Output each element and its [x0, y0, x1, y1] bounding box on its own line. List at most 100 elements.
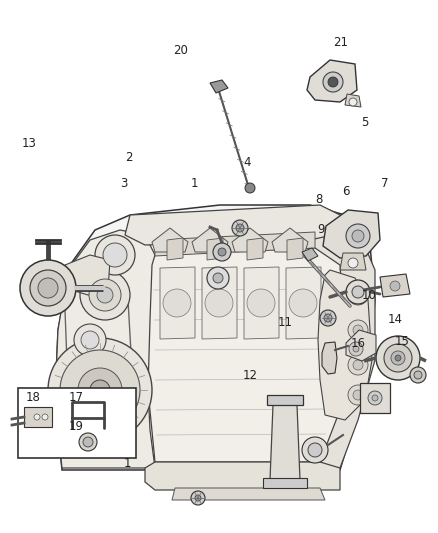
- Circle shape: [376, 336, 420, 380]
- Polygon shape: [145, 462, 340, 490]
- Polygon shape: [210, 80, 228, 93]
- Text: 8: 8: [315, 193, 323, 206]
- Polygon shape: [272, 228, 308, 252]
- Polygon shape: [172, 488, 325, 500]
- Circle shape: [289, 289, 317, 317]
- Circle shape: [353, 290, 363, 300]
- Text: 12: 12: [243, 369, 258, 382]
- Circle shape: [81, 331, 99, 349]
- Polygon shape: [207, 238, 223, 260]
- Polygon shape: [65, 255, 110, 295]
- Circle shape: [352, 286, 364, 298]
- Polygon shape: [340, 253, 366, 270]
- Text: 4: 4: [243, 156, 251, 169]
- Text: 16: 16: [350, 337, 365, 350]
- Circle shape: [103, 243, 127, 267]
- Circle shape: [353, 360, 363, 370]
- Circle shape: [42, 414, 48, 420]
- Circle shape: [245, 183, 255, 193]
- Circle shape: [384, 344, 412, 372]
- Polygon shape: [125, 205, 355, 245]
- Text: 1: 1: [123, 457, 131, 470]
- Circle shape: [78, 368, 122, 412]
- Circle shape: [97, 287, 113, 303]
- Circle shape: [218, 248, 226, 256]
- Circle shape: [349, 342, 363, 356]
- Text: 9: 9: [318, 223, 325, 236]
- Text: 17: 17: [69, 391, 84, 403]
- Circle shape: [390, 281, 400, 291]
- Text: 3: 3: [120, 177, 128, 190]
- Circle shape: [368, 391, 382, 405]
- Polygon shape: [155, 232, 315, 256]
- Circle shape: [320, 310, 336, 326]
- Circle shape: [60, 350, 140, 430]
- Circle shape: [391, 351, 405, 365]
- Circle shape: [236, 224, 244, 232]
- Text: 6: 6: [342, 185, 349, 198]
- Polygon shape: [152, 228, 188, 252]
- Polygon shape: [192, 228, 228, 252]
- Circle shape: [207, 267, 229, 289]
- Polygon shape: [346, 330, 376, 361]
- Circle shape: [20, 260, 76, 316]
- Polygon shape: [380, 274, 410, 297]
- Polygon shape: [287, 238, 303, 260]
- Polygon shape: [55, 230, 158, 468]
- Circle shape: [38, 278, 58, 298]
- Circle shape: [353, 346, 359, 352]
- Circle shape: [346, 280, 370, 304]
- Polygon shape: [286, 267, 321, 339]
- Polygon shape: [310, 210, 375, 468]
- Circle shape: [410, 367, 426, 383]
- Polygon shape: [244, 267, 279, 339]
- Circle shape: [302, 437, 328, 463]
- Circle shape: [352, 230, 364, 242]
- Text: 11: 11: [278, 316, 293, 329]
- Circle shape: [348, 355, 368, 375]
- Polygon shape: [55, 205, 375, 470]
- Text: 21: 21: [333, 36, 348, 49]
- Circle shape: [348, 320, 368, 340]
- Circle shape: [349, 98, 357, 106]
- Text: 18: 18: [25, 391, 40, 403]
- Polygon shape: [148, 248, 345, 462]
- Circle shape: [89, 279, 121, 311]
- Text: 13: 13: [22, 138, 37, 150]
- Circle shape: [95, 235, 135, 275]
- Polygon shape: [360, 383, 390, 413]
- Circle shape: [30, 270, 66, 306]
- Text: 19: 19: [69, 420, 84, 433]
- Circle shape: [353, 325, 363, 335]
- Polygon shape: [263, 478, 307, 488]
- Text: 15: 15: [394, 335, 409, 348]
- Polygon shape: [232, 228, 268, 252]
- Text: 7: 7: [381, 177, 389, 190]
- Circle shape: [80, 270, 130, 320]
- Circle shape: [348, 258, 358, 268]
- Polygon shape: [167, 238, 183, 260]
- Text: 14: 14: [388, 313, 403, 326]
- Bar: [18, 388, 136, 458]
- Circle shape: [247, 289, 275, 317]
- Circle shape: [191, 491, 205, 505]
- Polygon shape: [322, 342, 337, 374]
- Text: 5: 5: [361, 116, 369, 129]
- Polygon shape: [247, 238, 263, 260]
- Circle shape: [232, 220, 248, 236]
- Circle shape: [74, 324, 106, 356]
- Polygon shape: [270, 405, 300, 480]
- Circle shape: [395, 355, 401, 361]
- Circle shape: [324, 314, 332, 322]
- Circle shape: [348, 285, 368, 305]
- Circle shape: [414, 371, 422, 379]
- Text: 1: 1: [191, 177, 199, 190]
- Circle shape: [79, 433, 97, 451]
- Polygon shape: [267, 395, 303, 405]
- Polygon shape: [318, 270, 372, 420]
- Circle shape: [308, 443, 322, 457]
- Polygon shape: [345, 94, 361, 107]
- Polygon shape: [307, 60, 357, 102]
- Circle shape: [213, 243, 231, 261]
- Circle shape: [346, 224, 370, 248]
